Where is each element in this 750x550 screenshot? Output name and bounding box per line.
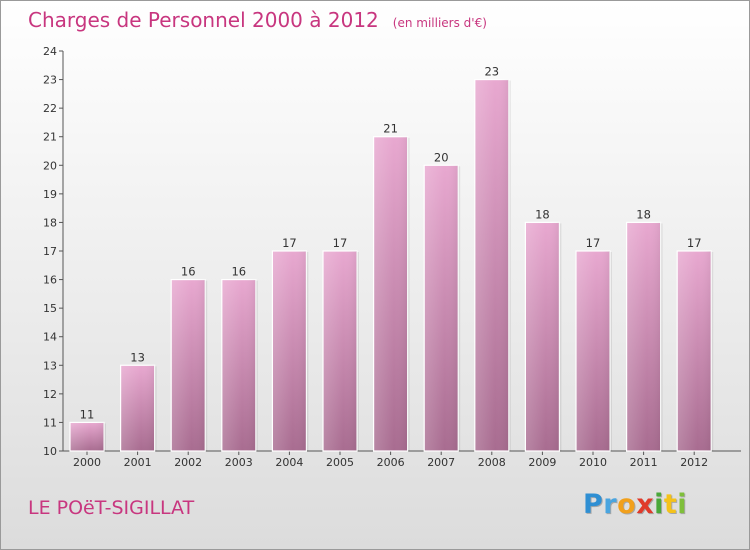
bar-shine	[120, 365, 155, 451]
bar-shine	[677, 251, 712, 451]
y-tick-label: 18	[43, 216, 57, 229]
bar-value-label: 11	[80, 407, 95, 421]
commune-name: LE POëT-SIGILLAT	[28, 497, 195, 519]
bar-shine	[323, 251, 357, 451]
chart-unit: (en milliers d'€)	[392, 16, 487, 30]
y-tick-label: 22	[43, 102, 57, 115]
bar-shine	[373, 136, 408, 451]
y-tick-label: 10	[43, 445, 57, 458]
logo-letter: t	[663, 489, 678, 520]
bar-shine	[474, 79, 509, 452]
y-tick-label: 20	[43, 159, 57, 172]
x-tick-label: 2009	[528, 456, 556, 469]
y-tick-label: 17	[43, 245, 57, 258]
proxiti-logo: Proxiti	[583, 489, 687, 520]
bar-value-label: 17	[687, 236, 702, 250]
logo-letter: P	[583, 489, 604, 520]
bar-value-label: 17	[282, 236, 297, 250]
y-tick-label: 14	[43, 331, 57, 344]
logo-letter: o	[617, 489, 637, 520]
x-tick-label: 2012	[680, 456, 708, 469]
x-tick-label: 2006	[377, 456, 405, 469]
axes: 10 11 12 13 14 15 16 17 18 19 20 21 22 23 24	[43, 45, 741, 458]
logo-letter: i	[677, 489, 688, 520]
y-tick-label: 21	[43, 131, 57, 144]
x-tick-label: 2011	[630, 456, 658, 469]
bar-value-label: 20	[434, 150, 449, 164]
y-tick-label: 11	[43, 416, 57, 429]
chart-title-text: Charges de Personnel 2000 à 2012	[28, 8, 379, 32]
bar-value-label: 13	[130, 350, 145, 364]
bar-value-label: 21	[383, 122, 398, 136]
x-tick-label: 2001	[124, 456, 152, 469]
bar-shine	[221, 279, 256, 451]
y-tick-label: 15	[43, 302, 57, 315]
x-tick-label: 2008	[478, 456, 506, 469]
y-tick-label: 24	[43, 45, 57, 58]
bars	[69, 78, 714, 452]
x-tick-label: 2005	[326, 456, 354, 469]
chart-title: Charges de Personnel 2000 à 2012 (en mill…	[28, 8, 487, 32]
logo-letter: r	[603, 489, 618, 520]
bar-value-label: 18	[535, 207, 550, 221]
x-tick-label: 2010	[579, 456, 607, 469]
bar-shine	[272, 251, 307, 451]
x-tick-label: 2002	[174, 456, 202, 469]
bar-shine	[171, 279, 206, 451]
x-tick-label: 2003	[225, 456, 253, 469]
bar-shine	[424, 165, 459, 452]
bar-shine	[525, 222, 560, 451]
bar-value-label: 18	[636, 207, 651, 221]
bar-shine	[626, 222, 661, 451]
y-tick-label: 19	[43, 188, 57, 201]
y-tick-label: 12	[43, 388, 57, 401]
y-tick-label: 13	[43, 359, 57, 372]
bar-value-label: 23	[484, 65, 499, 79]
x-tick-label: 2004	[275, 456, 303, 469]
logo-letter: x	[636, 489, 655, 520]
y-tick-label: 23	[43, 74, 57, 87]
bar-value-label: 17	[333, 236, 348, 250]
bar-shine	[576, 251, 610, 451]
labels: 11 2000 13 2001 16 2002 16 2003 17 2004 17 2005 21 20…	[73, 65, 708, 469]
logo-letter: i	[654, 489, 664, 520]
x-tick-label: 2000	[73, 456, 101, 469]
bar-value-label: 17	[586, 236, 601, 250]
x-tick-label: 2007	[427, 456, 455, 469]
bar-value-label: 16	[231, 265, 246, 279]
y-tick-label: 16	[43, 274, 57, 287]
bar-shine	[70, 422, 104, 451]
bar-value-label: 16	[181, 265, 196, 279]
